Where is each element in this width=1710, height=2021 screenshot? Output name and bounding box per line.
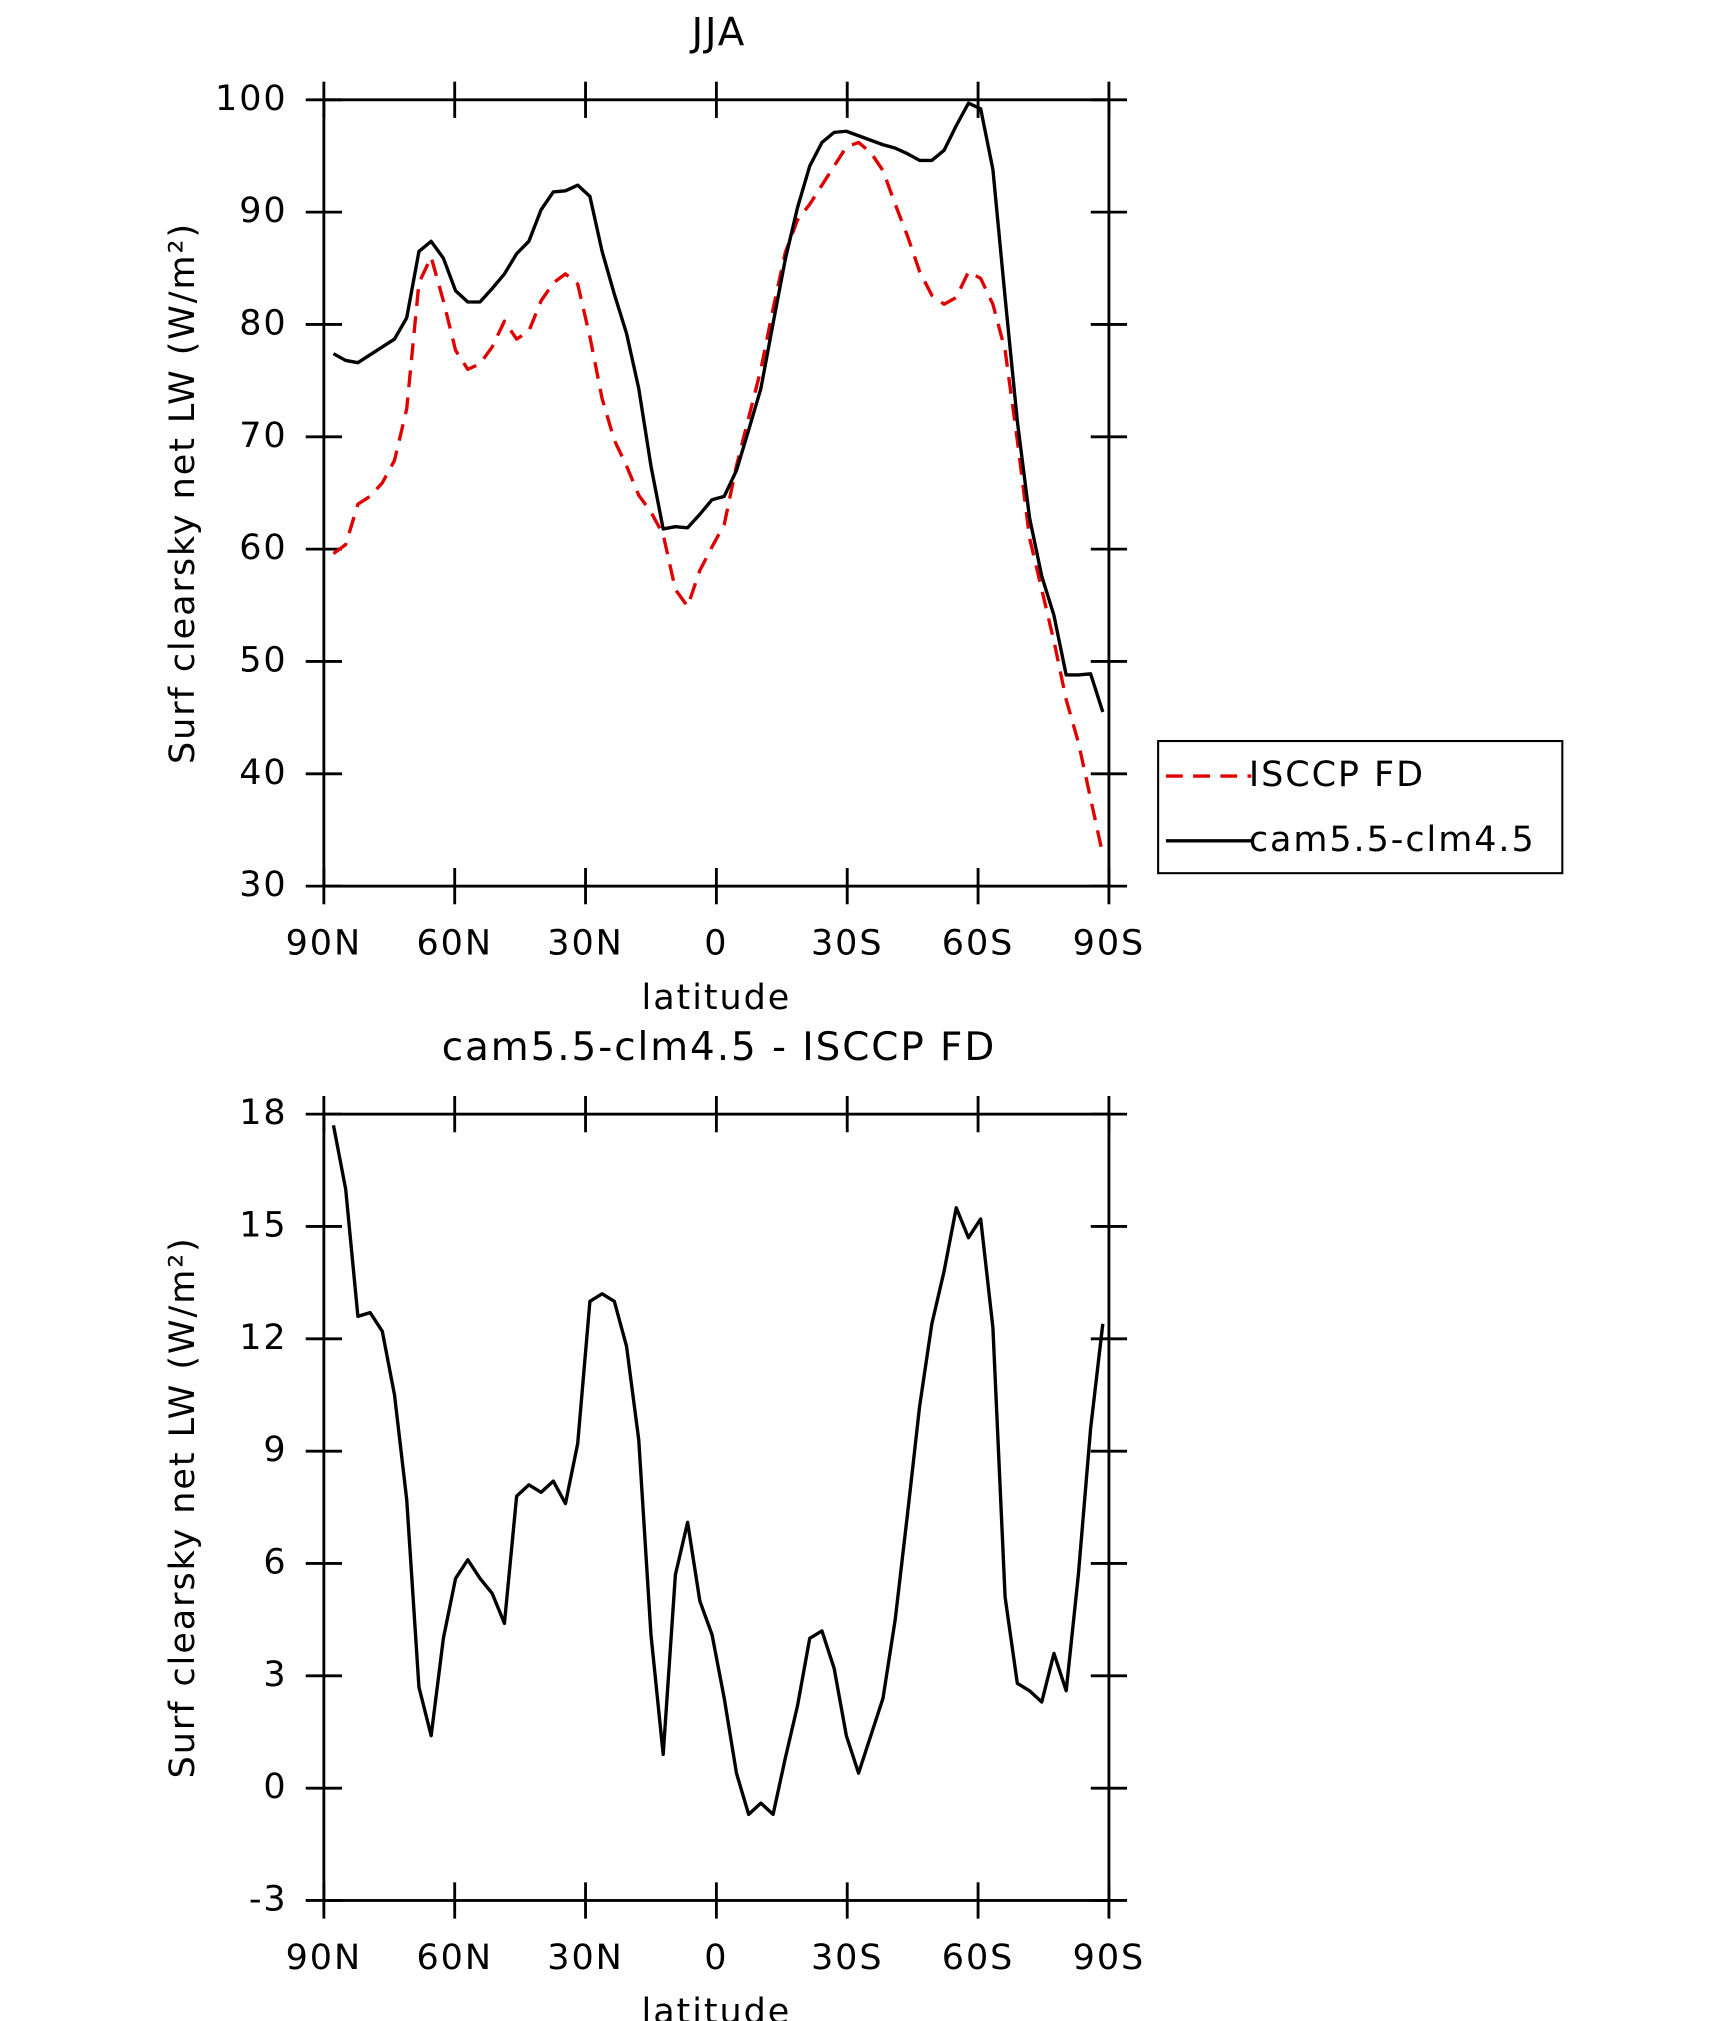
y-tick-label: 3 xyxy=(263,1655,287,1695)
x-tick-label: 90S xyxy=(1073,923,1146,963)
plot-frame xyxy=(322,98,1111,888)
x-tick-label: 60N xyxy=(416,1938,492,1978)
y-tick-label: 9 xyxy=(263,1430,287,1470)
data-line xyxy=(332,140,1105,856)
data-line xyxy=(331,1125,1105,1817)
y-tick-label: 30 xyxy=(239,865,287,905)
y-tick-label: 80 xyxy=(239,303,287,343)
y-axis-label: Surf clearsky net LW (W/m²) xyxy=(163,222,203,764)
x-tick-label: 90N xyxy=(286,923,362,963)
y-tick-label: -3 xyxy=(249,1879,288,1919)
x-tick-label: 60S xyxy=(942,1938,1015,1978)
x-axis-label: latitude xyxy=(642,978,792,1018)
legend-label: ISCCP FD xyxy=(1249,755,1425,795)
x-tick-label: 60S xyxy=(942,923,1015,963)
chart-title: cam5.5-clm4.5 - ISCCP FD xyxy=(442,1025,996,1070)
y-tick-label: 15 xyxy=(239,1205,287,1245)
x-tick-label: 90S xyxy=(1073,1938,1146,1978)
y-tick-label: 90 xyxy=(239,191,287,231)
y-tick-label: 12 xyxy=(239,1318,287,1358)
y-tick-label: 0 xyxy=(263,1767,287,1807)
x-tick-label: 30S xyxy=(811,923,884,963)
x-tick-label: 30N xyxy=(547,1938,623,1978)
x-tick-label: 90N xyxy=(286,1938,362,1978)
legend-label: cam5.5-clm4.5 xyxy=(1249,820,1536,860)
plot-frame xyxy=(322,1112,1111,1902)
x-axis-label: latitude xyxy=(642,1992,792,2021)
x-tick-label: 0 xyxy=(704,923,728,963)
y-tick-label: 70 xyxy=(239,416,287,456)
y-tick-label: 60 xyxy=(239,528,287,568)
legend-box xyxy=(1157,740,1564,875)
y-tick-label: 18 xyxy=(239,1093,287,1133)
x-tick-label: 30N xyxy=(547,923,623,963)
x-tick-label: 60N xyxy=(416,923,492,963)
y-axis-label: Surf clearsky net LW (W/m²) xyxy=(163,1236,203,1778)
data-line xyxy=(332,101,1105,713)
chart-title: JJA xyxy=(689,11,747,56)
y-tick-label: 40 xyxy=(239,753,287,793)
x-tick-label: 0 xyxy=(704,1938,728,1978)
y-tick-label: 100 xyxy=(215,79,288,119)
y-tick-label: 6 xyxy=(263,1542,287,1582)
y-tick-label: 50 xyxy=(239,640,287,680)
x-tick-label: 30S xyxy=(811,1938,884,1978)
